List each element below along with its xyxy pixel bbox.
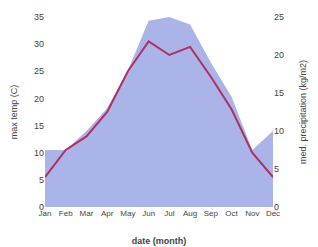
svg-text:25: 25 [34, 66, 44, 76]
svg-text:5: 5 [274, 164, 279, 174]
svg-text:date (month): date (month) [132, 236, 187, 246]
svg-text:Jan: Jan [39, 209, 52, 218]
svg-text:15: 15 [34, 121, 44, 131]
svg-text:Nov: Nov [245, 209, 259, 218]
svg-text:Apr: Apr [101, 209, 114, 218]
svg-text:max temp (C): max temp (C) [9, 85, 19, 140]
svg-text:Oct: Oct [225, 209, 238, 218]
svg-text:20: 20 [34, 94, 44, 104]
svg-text:Feb: Feb [59, 209, 73, 218]
svg-text:Dec: Dec [266, 209, 280, 218]
svg-text:10: 10 [34, 148, 44, 158]
svg-text:Jul: Jul [164, 209, 174, 218]
svg-text:Mar: Mar [80, 209, 94, 218]
svg-text:5: 5 [39, 175, 44, 185]
svg-text:Jun: Jun [142, 209, 155, 218]
svg-text:Aug: Aug [183, 209, 197, 218]
svg-text:30: 30 [34, 39, 44, 49]
svg-text:20: 20 [274, 50, 284, 60]
svg-text:0: 0 [274, 202, 279, 212]
svg-text:25: 25 [274, 12, 284, 22]
svg-text:15: 15 [274, 88, 284, 98]
svg-text:med. precipitation (kg/m2): med. precipitation (kg/m2) [298, 60, 308, 164]
svg-text:May: May [120, 209, 135, 218]
svg-text:35: 35 [34, 12, 44, 22]
svg-text:Sep: Sep [204, 209, 219, 218]
svg-text:10: 10 [274, 126, 284, 136]
svg-text:0: 0 [39, 202, 44, 212]
